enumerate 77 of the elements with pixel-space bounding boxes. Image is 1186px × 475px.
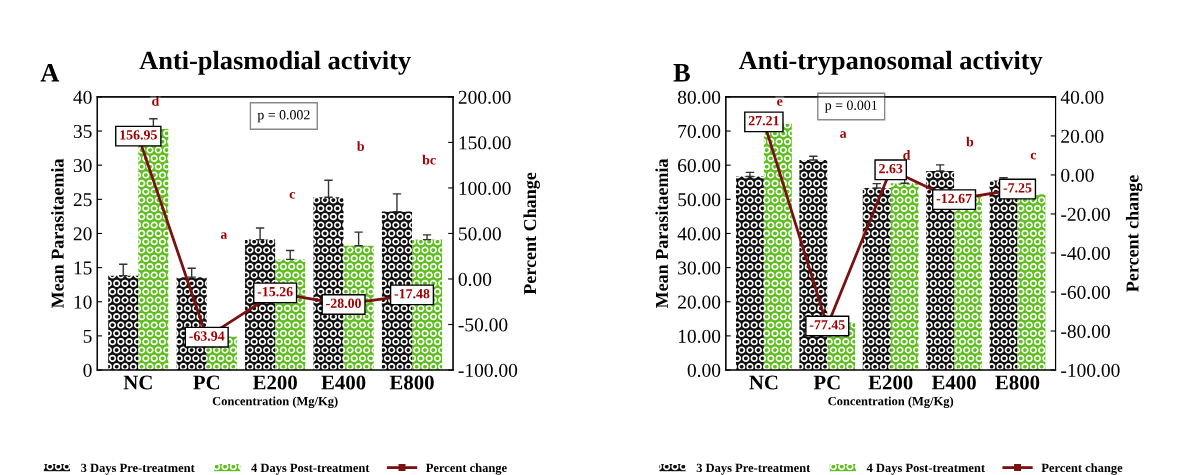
text: B: [673, 64, 690, 82]
legend-label: Percent change: [1041, 463, 1123, 475]
y-tick-label: 0: [83, 363, 92, 377]
x-tick-label: E200: [868, 375, 913, 390]
y2-tick-label: -80.00: [1061, 324, 1110, 339]
data-label: 156.95: [120, 130, 157, 140]
legend-label: 3 Days Pre-treatment: [81, 463, 195, 475]
y-tick-label: 0.00: [687, 363, 721, 378]
y2-tick-label: 200.00: [458, 90, 511, 104]
x-tick-label: NC: [749, 375, 778, 390]
annotation: e: [777, 99, 783, 106]
y2-tick-label: 0.00: [1061, 168, 1094, 182]
y2-tick-label: -40.00: [1061, 246, 1110, 260]
y-tick-label: 5: [83, 329, 92, 343]
y2-tick-label: -100.00: [458, 363, 518, 378]
chart-title: Anti-plasmodial activity: [139, 50, 411, 75]
y2-tick-label: 100.00: [459, 181, 511, 195]
y-tick-label: 70.00: [678, 124, 721, 139]
legend-label: 3 Days Pre-treatment: [696, 463, 811, 475]
y2-tick-label: -20.00: [1061, 207, 1110, 221]
y-tick-label: 10.00: [678, 329, 721, 343]
chart-title: Anti-trypanosomal activity: [738, 50, 1043, 75]
y-tick-label: 25: [73, 193, 92, 207]
y2-tick-label: 20.00: [1061, 129, 1104, 143]
x-tick-label: E200: [252, 375, 297, 390]
y-tick-label: 50.00: [678, 193, 721, 207]
y2-axis-title: Percent change: [1125, 175, 1143, 292]
annotation: c: [1030, 152, 1037, 160]
y2-tick-label: 40.00: [1060, 90, 1104, 104]
y2-tick-label: -60.00: [1061, 285, 1110, 300]
text: A: [40, 63, 60, 82]
y-tick-label: 30.00: [678, 261, 721, 275]
x-tick-label: E400: [931, 375, 976, 390]
annotation: d: [152, 96, 160, 106]
y-tick-label: 10: [74, 295, 92, 309]
x-tick-label: E800: [995, 375, 1040, 390]
annotation: a: [840, 131, 847, 138]
y-tick-label: 80.00: [677, 90, 721, 104]
x-axis-title: Concentration (Mg/Kg): [828, 396, 954, 408]
y-tick-label: 20.00: [678, 295, 721, 309]
bar: [1017, 194, 1046, 371]
y2-tick-label: -50.00: [458, 318, 508, 332]
y-tick-label: 40.00: [677, 227, 721, 241]
y-tick-label: 20: [73, 227, 92, 241]
y2-tick-label: 150.00: [459, 136, 511, 150]
bar: [890, 183, 919, 371]
y2-tick-label: 50.00: [459, 227, 501, 241]
bar: [735, 176, 764, 371]
x-axis-title: Concentration (Mg/Kg): [212, 396, 338, 408]
y-tick-label: 15: [74, 261, 92, 275]
y2-tick-label: -100.00: [1061, 363, 1120, 378]
x-tick-label: PC: [813, 375, 840, 390]
bar: [862, 188, 891, 371]
y-tick-label: 40: [73, 90, 92, 104]
legend-label: Percent change: [425, 463, 507, 475]
annotation: p = 0.002: [257, 110, 310, 123]
annotation: d: [903, 150, 911, 160]
legend-label: 4 Days Post-treatment: [251, 463, 370, 475]
annotation: a: [220, 232, 228, 239]
y-tick-label: 30: [73, 159, 92, 173]
x-tick-label: NC: [123, 375, 152, 390]
annotation: b: [356, 141, 364, 151]
y-tick-label: 35: [73, 124, 92, 138]
y-axis-title: Mean Parasitaemia: [51, 158, 64, 309]
x-tick-label: E800: [389, 375, 434, 390]
y2-tick-label: 0.00: [458, 272, 492, 287]
legend-label: 4 Days Post-treatment: [866, 463, 985, 475]
y-tick-label: 60.00: [678, 159, 721, 173]
y2-axis-title: Percent Change: [523, 172, 540, 295]
annotation: c: [289, 192, 295, 199]
annotation: p = 0.001: [824, 100, 877, 113]
x-tick-label: E400: [321, 375, 366, 390]
y-axis-title: Mean Parasitaemia: [655, 158, 668, 309]
annotation: bc: [422, 154, 436, 165]
bar: [108, 275, 139, 371]
x-tick-label: PC: [193, 375, 220, 390]
annotation: b: [966, 136, 974, 147]
